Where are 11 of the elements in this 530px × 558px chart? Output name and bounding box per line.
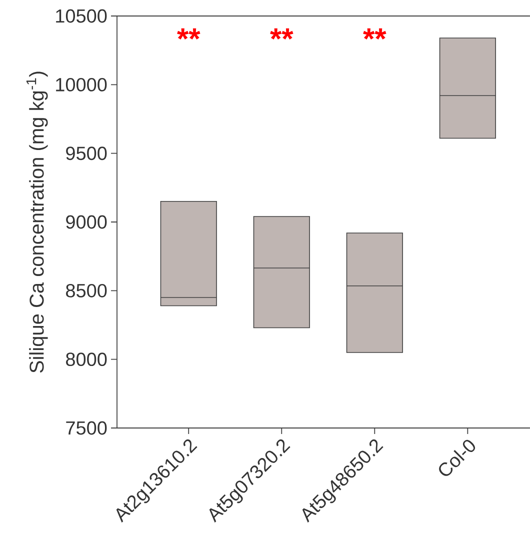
y-tick-label: 10500: [56, 9, 107, 23]
y-tick-label: 8500: [66, 284, 107, 298]
y-tick-label: 9500: [66, 146, 107, 160]
y-tick-label: 9000: [66, 215, 107, 229]
y-tick-label: 8000: [66, 352, 107, 366]
y-axis-title: Silique Ca concentration (mg kg$^{-1}$): [26, 72, 48, 373]
annotation: **: [177, 28, 200, 40]
annotation: **: [270, 28, 294, 40]
annotation: **: [363, 28, 386, 40]
y-tick-label: 10000: [56, 78, 107, 92]
y-tick-label: 7500: [66, 421, 107, 435]
